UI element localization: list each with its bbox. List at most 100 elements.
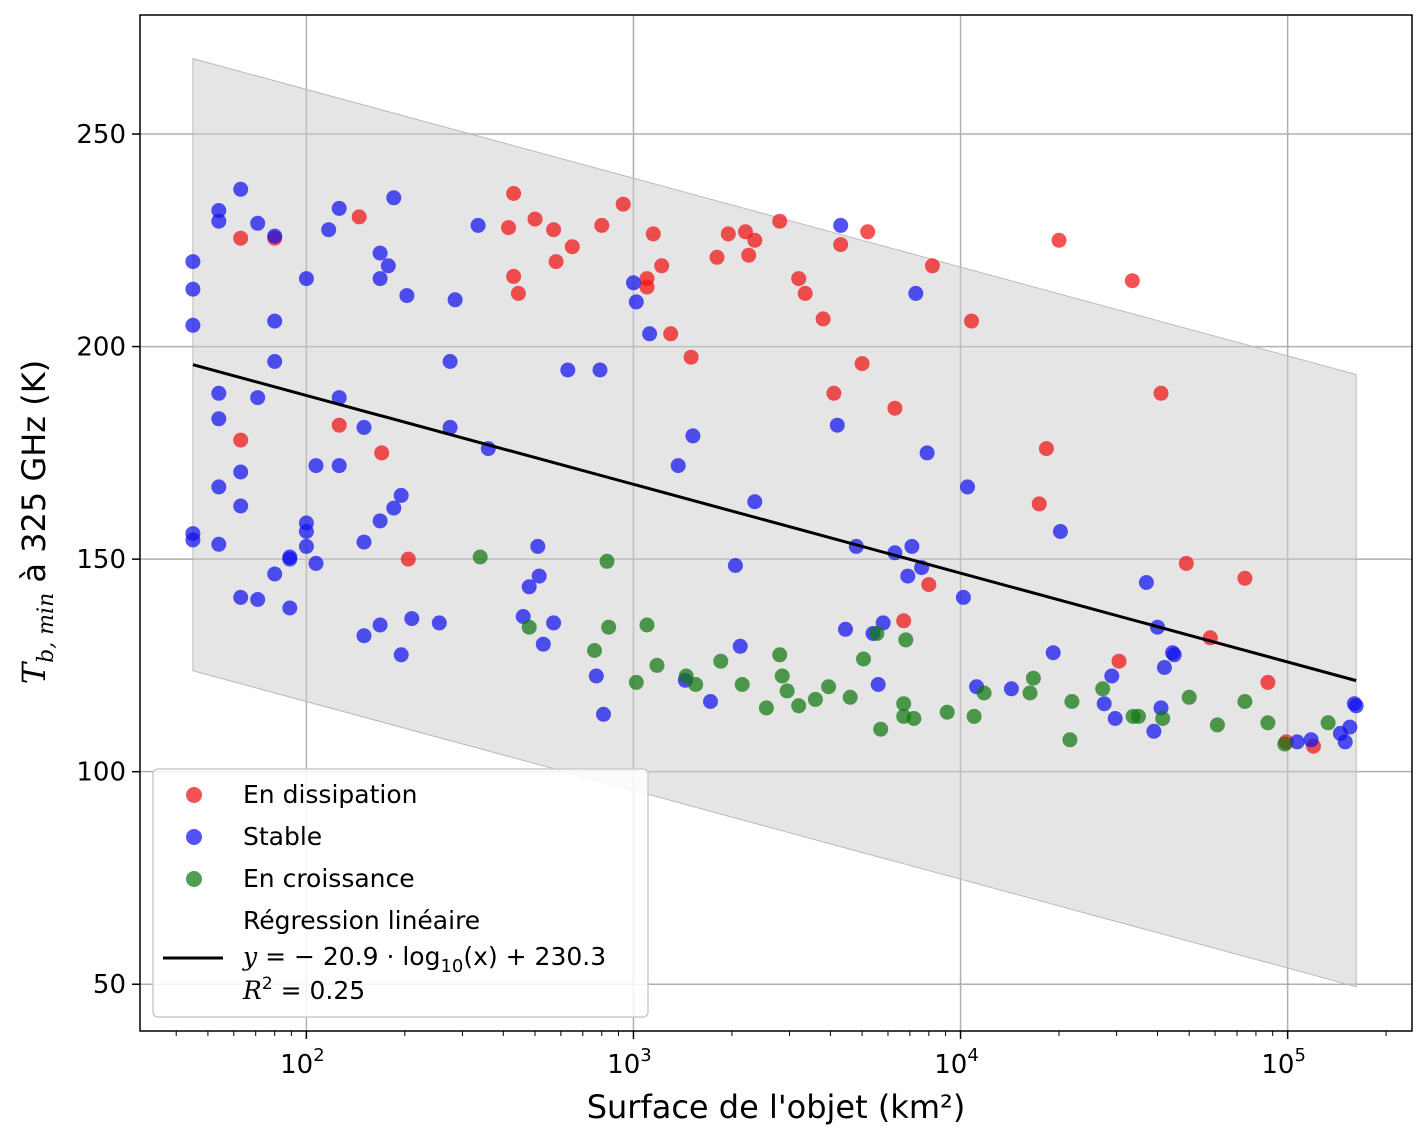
point-stable (838, 621, 853, 637)
point-stable (386, 500, 402, 516)
point-dissipation (1051, 232, 1067, 248)
point-stable (727, 558, 743, 573)
point-stable (919, 445, 935, 461)
point-stable (1289, 734, 1305, 750)
point-dissipation (1178, 555, 1194, 571)
point-stable (588, 668, 604, 684)
point-dissipation (683, 349, 699, 365)
point-stable (372, 617, 388, 633)
point-stable (747, 494, 763, 510)
point-stable (1337, 734, 1353, 750)
x-axis-label: Surface de l'objet (km²) (587, 1088, 966, 1126)
point-stable (211, 385, 227, 401)
point-dissipation (709, 249, 725, 265)
y-tick-label: 200 (76, 333, 126, 363)
point-stable (380, 258, 396, 274)
point-stable (250, 592, 266, 607)
point-croissance (906, 711, 922, 726)
point-croissance (1277, 736, 1293, 752)
point-stable (233, 589, 249, 605)
point-croissance (649, 657, 665, 673)
point-stable (308, 458, 324, 474)
point-dissipation (546, 222, 562, 238)
point-stable (185, 254, 201, 270)
point-stable (535, 636, 551, 652)
point-dissipation (924, 258, 940, 274)
point-dissipation (639, 279, 655, 295)
point-croissance (1155, 711, 1171, 726)
point-stable (356, 419, 372, 435)
point-dissipation (964, 313, 979, 329)
point-stable (685, 428, 701, 444)
point-dissipation (510, 285, 526, 301)
legend-marker-dissipation (186, 787, 202, 803)
point-croissance (939, 704, 955, 720)
point-croissance (713, 653, 729, 669)
point-stable (900, 568, 916, 584)
point-dissipation (1260, 674, 1276, 690)
legend-label-stable: Stable (243, 822, 322, 851)
point-stable (833, 217, 849, 233)
point-dissipation (797, 285, 813, 301)
point-stable (282, 600, 298, 616)
point-stable (356, 534, 372, 550)
point-stable (331, 390, 347, 406)
point-stable (404, 611, 420, 627)
point-stable (1138, 575, 1154, 590)
point-stable (470, 217, 486, 233)
point-dissipation (1153, 385, 1169, 401)
point-dissipation (1124, 273, 1140, 289)
point-stable (267, 228, 283, 244)
point-stable (1146, 723, 1162, 739)
point-stable (372, 271, 388, 287)
point-stable (908, 285, 924, 301)
point-croissance (807, 691, 823, 707)
legend-box (152, 768, 649, 1018)
point-stable (321, 222, 337, 238)
point-croissance (774, 668, 790, 684)
point-croissance (966, 708, 982, 724)
point-stable (431, 615, 447, 631)
point-croissance (873, 721, 889, 737)
point-croissance (628, 674, 644, 690)
y-tick-label: 50 (93, 970, 126, 1000)
point-stable (211, 213, 227, 229)
point-croissance (1237, 694, 1253, 709)
point-stable (560, 362, 576, 378)
x-tick-label: 103 (607, 1045, 652, 1080)
point-stable (393, 647, 409, 663)
point-dissipation (233, 230, 249, 246)
point-croissance (1320, 715, 1336, 731)
point-stable (298, 538, 314, 554)
regression-line (192, 363, 1357, 683)
point-stable (308, 555, 324, 571)
point-stable (1045, 645, 1061, 661)
point-dissipation (331, 417, 347, 433)
point-croissance (1062, 732, 1078, 748)
point-stable (1303, 732, 1319, 748)
point-stable (298, 271, 314, 287)
point-stable (1003, 681, 1019, 697)
point-croissance (1064, 694, 1080, 709)
point-dissipation (645, 226, 661, 242)
y-axis-ticks: 50 100 150 200 250 (76, 120, 140, 1000)
point-stable (642, 326, 658, 342)
point-croissance (779, 683, 795, 699)
point-stable (1166, 647, 1182, 663)
point-stable (1107, 711, 1123, 726)
point-dissipation (791, 271, 807, 287)
point-croissance (896, 696, 912, 712)
point-dissipation (548, 254, 564, 270)
point-dissipation (506, 186, 522, 201)
point-dissipation (527, 211, 543, 227)
point-stable (670, 458, 686, 474)
point-dissipation (663, 326, 679, 342)
point-dissipation (741, 247, 757, 263)
point-stable (442, 419, 458, 435)
y-tick-label: 150 (76, 545, 126, 575)
point-stable (185, 532, 201, 548)
point-stable (298, 524, 314, 539)
point-dissipation (747, 232, 763, 248)
point-dissipation (772, 213, 788, 229)
point-dissipation (833, 237, 849, 253)
